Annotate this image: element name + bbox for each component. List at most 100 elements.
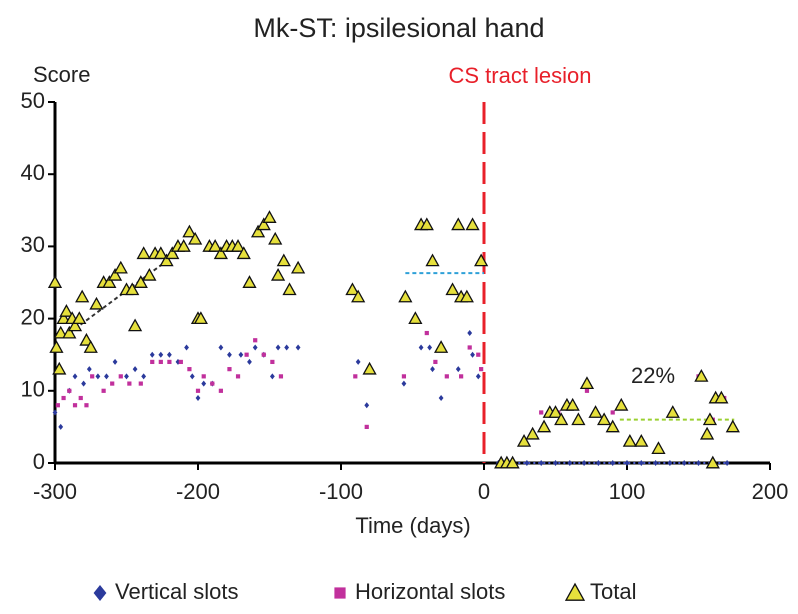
square-point [459,374,464,379]
diamond-point [158,351,164,358]
square-point [270,359,275,365]
square-point [584,388,590,393]
diamond-point [72,373,78,380]
diamond-point [81,380,86,387]
diamond-point [295,344,301,351]
square-point [150,359,155,365]
diamond-point [475,373,481,380]
triangle-point [459,289,474,303]
triangle-point [554,412,569,426]
triangle-point [474,253,489,267]
square-point [72,403,78,408]
square-point [353,374,358,379]
square-point [178,359,183,365]
triangle-point [433,340,449,353]
square-point [78,395,83,401]
square-point [278,374,284,379]
square-point [67,388,72,393]
diamond-point [581,460,587,466]
triangle-point [49,340,64,353]
square-point [195,388,201,393]
square-point [401,374,407,379]
diamond-point [470,351,475,358]
square-point [84,403,89,408]
triangle-point [694,369,709,382]
triangle-point [127,318,143,332]
triangle-point [702,412,718,426]
diamond-point [438,395,444,402]
diamond-point [284,344,290,351]
diamond-point [189,373,195,380]
x-tick-label: 100 [609,479,646,504]
diamond-point [364,402,370,409]
square-point [479,367,484,372]
square-point [118,374,123,379]
triangle-point [102,275,117,288]
diamond-point [430,366,435,373]
square-point [539,410,544,415]
triangle-point [142,267,157,281]
diamond-point [653,460,658,466]
triangle-point [75,289,90,303]
diamond-point [227,351,232,358]
diamond-point [195,395,201,402]
triangle-point [451,217,466,231]
triangle-point [242,275,257,288]
diamond-point [638,460,644,466]
triangle-point [564,582,586,601]
triangle-point [262,210,277,223]
triangle-point [47,275,63,288]
diamond-point [724,460,730,466]
legend-label: Vertical slots [115,579,239,604]
triangle-point [213,246,228,260]
y-tick-label: 10 [21,377,45,402]
square-point [610,410,615,415]
square-point [167,359,172,365]
diamond-point [696,460,701,466]
triangle-point [351,289,366,303]
diamond-point [418,344,424,351]
triangle-point [536,419,552,433]
x-tick-label: 200 [752,479,789,504]
triangle-point [465,217,480,231]
triangle-point [276,253,291,267]
triangle-point [548,405,563,418]
triangle-point [256,217,271,231]
square-point [158,359,163,365]
diamond-point [58,423,64,430]
triangle-point [153,246,168,260]
triangle-point [72,311,87,325]
diamond-point [238,351,244,358]
triangle-point [236,246,251,260]
diamond-point [624,460,630,466]
y-tick-label: 0 [33,449,45,474]
triangle-point [52,361,67,375]
square-point [201,374,206,379]
square-point [90,374,95,379]
square-point [261,352,266,357]
square-point [334,587,346,599]
diamond-point [596,460,601,466]
legend-label: Total [590,579,636,604]
diamond-point [553,460,558,466]
square-point [138,381,143,386]
triangle-point [651,441,666,455]
square-point [110,381,115,386]
triangle-point [67,318,83,332]
diamond-point [667,460,673,466]
diamond-point [52,409,58,416]
diamond-point [401,380,407,387]
triangle-point [282,282,297,296]
triangle-point [525,426,540,440]
triangle-point [89,296,104,310]
triangle-point [208,239,223,252]
diamond-point [269,373,275,380]
triangle-point [250,224,266,238]
triangle-point [268,231,283,245]
triangle-point [505,455,520,469]
x-tick-label: -200 [176,479,220,504]
triangle-point [445,282,460,296]
triangle-point [571,412,586,426]
square-point [433,359,438,365]
